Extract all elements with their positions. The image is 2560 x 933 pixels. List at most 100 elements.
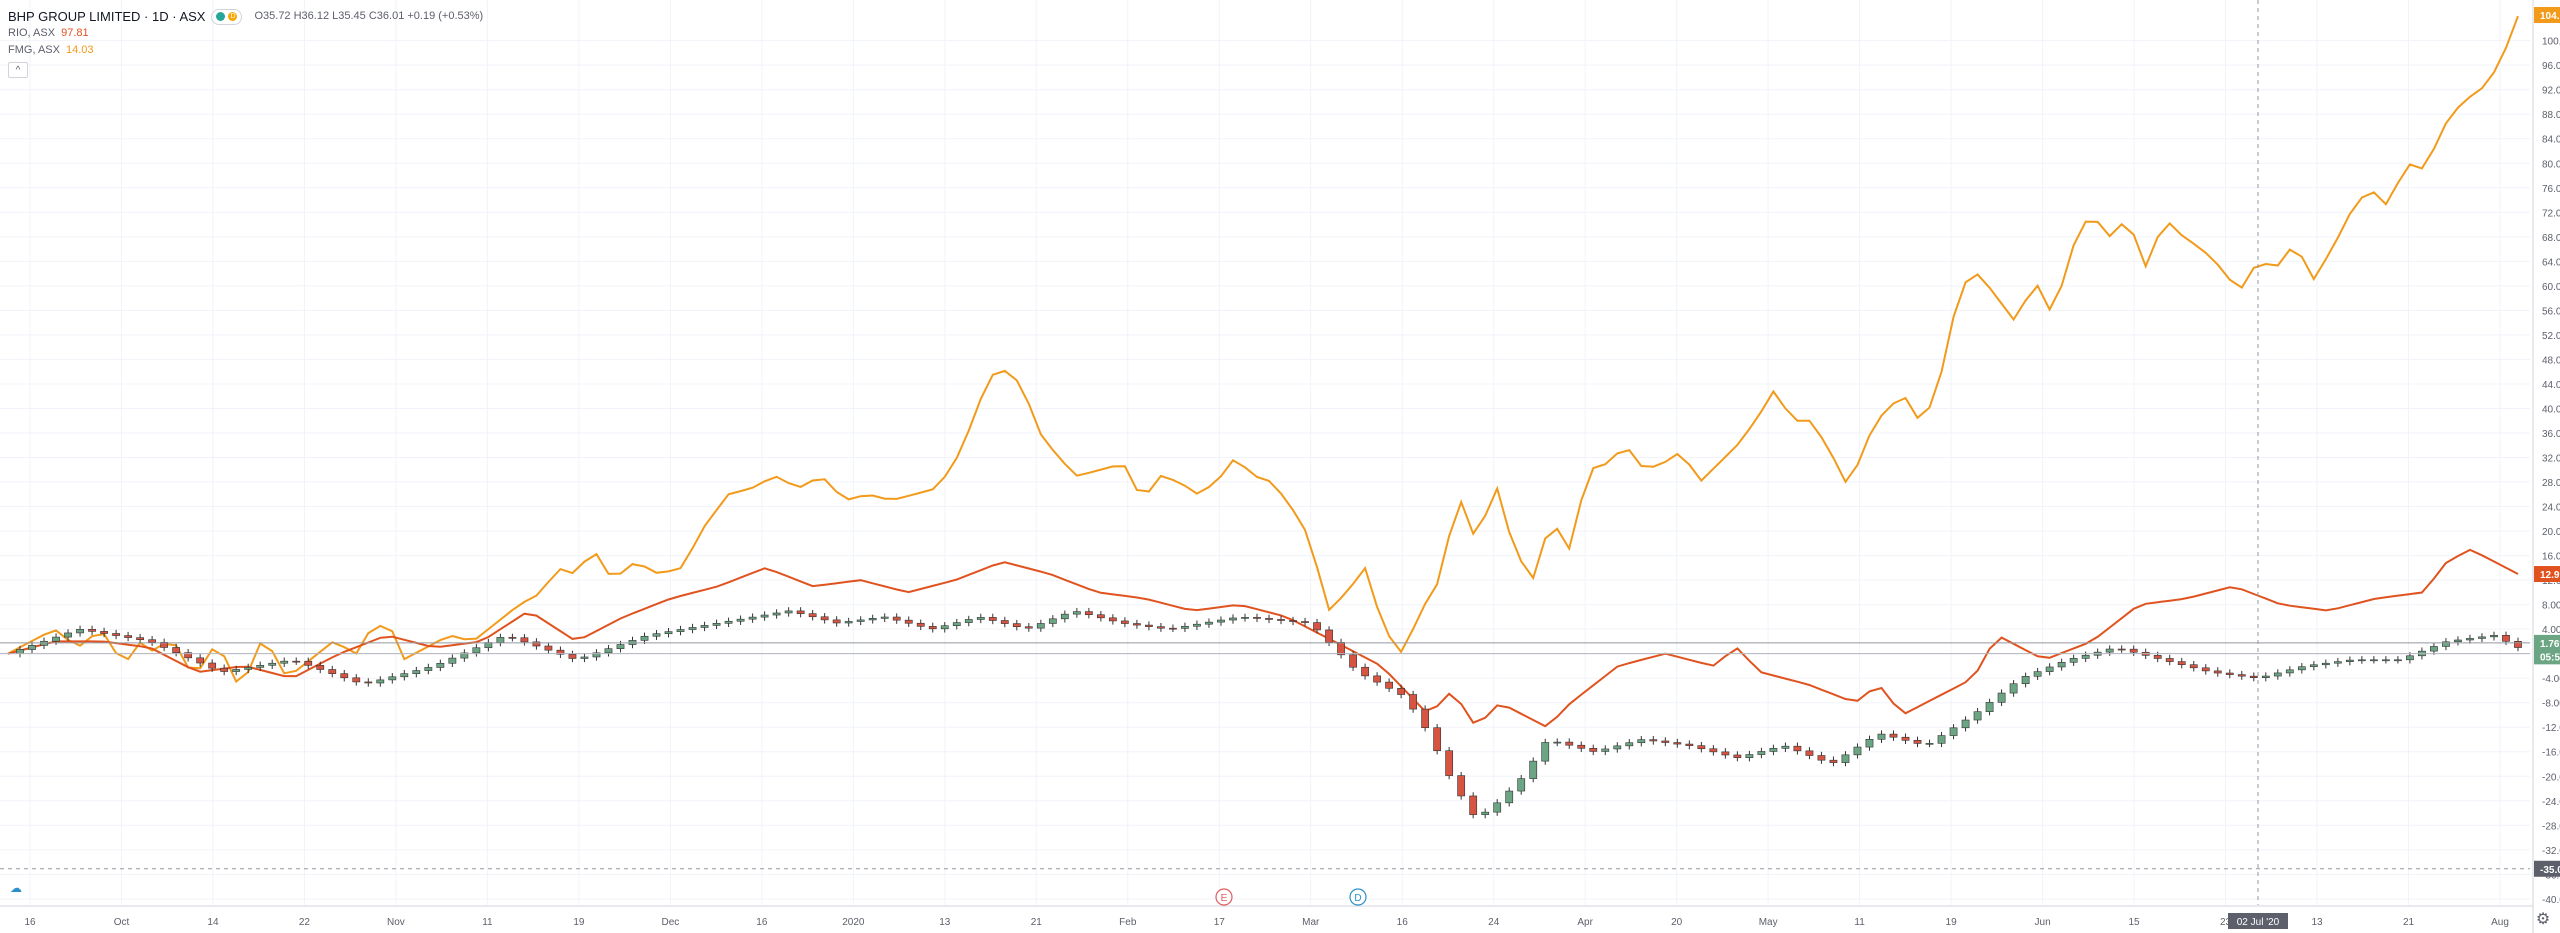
candle-body [2382, 659, 2390, 662]
rio-series-line [7, 548, 2519, 728]
candle-body [2490, 635, 2498, 638]
candle-body [1096, 614, 1105, 619]
countdown-tag: 05:50:32 [2540, 652, 2560, 663]
price-tick-label: -28.00% [2542, 821, 2560, 832]
candle-body [1361, 666, 1369, 677]
candle-body [100, 631, 108, 634]
candle-body [1301, 621, 1309, 623]
candle-body [604, 648, 613, 654]
candle-body [1829, 759, 1838, 763]
candle-body [1505, 790, 1514, 804]
candle-body [1193, 623, 1201, 627]
candle-body [2189, 664, 2198, 669]
time-tick-label: Apr [1577, 917, 1593, 928]
candle-body [1145, 624, 1153, 627]
candle-body [1853, 746, 1862, 756]
symbol-title[interactable]: BHP GROUP LIMITED · 1D · ASX [8, 9, 206, 24]
candle-body [256, 665, 265, 668]
candle-body [1925, 743, 1934, 745]
candle-body [1108, 617, 1117, 622]
candle-body [832, 619, 841, 624]
time-tick-label: 20 [1671, 917, 1683, 928]
candle-body [1997, 692, 2006, 703]
candle-body [376, 679, 385, 684]
time-tick-label: Mar [1302, 917, 1320, 928]
candle-body [208, 662, 217, 669]
candle-body [2261, 675, 2270, 679]
candle-body [2009, 683, 2018, 694]
reference-lines [0, 0, 2530, 905]
candle-body [1541, 742, 1550, 762]
candle-body [2273, 672, 2282, 677]
compare-symbol-rio[interactable]: RIO, ASX [8, 27, 56, 39]
candle-body [796, 610, 805, 614]
candle-body [1084, 611, 1093, 616]
candle-body [496, 637, 505, 643]
time-tick-label: 2020 [842, 917, 865, 928]
candle-body [916, 622, 925, 627]
candle-body [1529, 760, 1538, 779]
candle-body [880, 616, 889, 619]
fmg-series-line [7, 15, 2519, 684]
time-tick-label: Nov [387, 917, 405, 928]
candle-body [16, 649, 24, 654]
grid [0, 0, 2530, 905]
legend: BHP GROUP LIMITED · 1D · ASX D O35.72 H3… [8, 8, 483, 78]
candle-body [1601, 748, 1610, 752]
price-tick-label: 28.00% [2542, 478, 2560, 489]
fmg-price-tag-bg [2534, 6, 2560, 23]
gear-icon[interactable]: ⚙ [2535, 911, 2551, 928]
candle-body [316, 665, 325, 670]
candle-body [1349, 654, 1357, 668]
compare-value-rio: 97.81 [61, 27, 89, 39]
candle-body [196, 657, 205, 664]
candle-body [1589, 748, 1598, 752]
candle-body [1745, 754, 1754, 758]
candle-body [136, 637, 144, 640]
candle-body [2297, 666, 2306, 671]
candle-body [424, 667, 433, 671]
time-tick-label: 11 [482, 917, 493, 928]
price-tick-label: 60.00% [2542, 282, 2560, 293]
compare-symbol-fmg[interactable]: FMG, ASX [8, 44, 60, 56]
candle-body [2454, 639, 2462, 643]
candle-body [568, 654, 577, 659]
status-pill[interactable]: D [211, 8, 243, 25]
candle-body [2021, 675, 2030, 685]
cloud-icon[interactable]: ☁ [10, 881, 22, 895]
time-tick-label: Jun [2035, 917, 2051, 928]
candle-body [1613, 745, 1622, 750]
candle-body [1169, 627, 1177, 630]
price-tick-label: -8.00% [2542, 699, 2560, 710]
candle-body [1060, 613, 1069, 620]
time-tick-label: 14 [207, 917, 219, 928]
price-tick-label: -20.00% [2542, 772, 2560, 783]
chevron-up-icon[interactable]: ^ [8, 62, 28, 78]
candle-body [1961, 719, 1970, 729]
candle-body [2225, 672, 2234, 675]
price-tick-label: 84.00% [2542, 135, 2560, 146]
candle-body [1517, 778, 1526, 792]
price-axis[interactable]: 100.00% 96.00% 92.00% 88.00% 84.00% 80.00% 76.… [2532, 0, 2560, 933]
candle-body [388, 676, 397, 681]
candle-body [1024, 626, 1033, 629]
time-tick-label: 19 [573, 917, 585, 928]
candle-body [1817, 755, 1826, 761]
candle-body [1217, 619, 1225, 623]
candle-body [268, 662, 277, 666]
time-axis[interactable]: 16 Oct 14 22 Nov 11 19 Dec 16 2020 13 21 Feb 17 Mar 16 2… [0, 905, 2533, 929]
time-tick-label: Oct [114, 917, 130, 928]
time-tick-label: 21 [2403, 917, 2415, 928]
price-tick-label: 44.00% [2542, 380, 2560, 391]
candle-body [1289, 620, 1297, 622]
candle-body [1241, 617, 1249, 619]
candle-body [2117, 648, 2126, 651]
price-tick-label: 24.00% [2542, 503, 2560, 514]
candle-body [28, 645, 36, 650]
candle-body [64, 632, 72, 638]
candle-body [976, 617, 985, 620]
bhp-price-tag: 1.76% [2540, 639, 2560, 650]
price-tick-label: 76.00% [2542, 184, 2560, 195]
